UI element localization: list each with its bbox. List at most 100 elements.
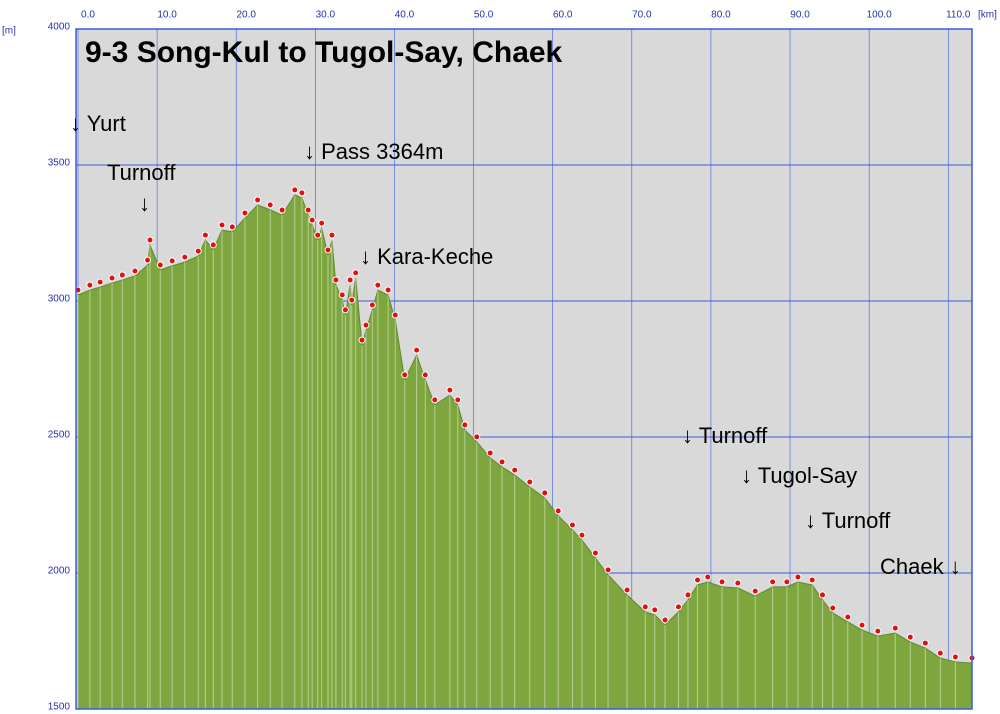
- waypoint-marker: [769, 578, 777, 586]
- x-tick-label: 110.0: [946, 10, 971, 21]
- waypoint-marker: [341, 306, 349, 314]
- waypoint-marker: [794, 573, 802, 581]
- waypoint-marker: [844, 613, 852, 621]
- annotation: ↓ Turnoff: [682, 423, 768, 448]
- annotation: Chaek ↓: [880, 554, 961, 579]
- waypoint-marker: [308, 216, 316, 224]
- waypoint-marker: [473, 433, 481, 441]
- waypoint-marker: [228, 223, 236, 231]
- waypoint-marker: [431, 396, 439, 404]
- waypoint-marker: [641, 603, 649, 611]
- waypoint-marker: [674, 603, 682, 611]
- waypoint-marker: [446, 386, 454, 394]
- waypoint-marker: [718, 578, 726, 586]
- waypoint-marker: [201, 231, 209, 239]
- waypoint-marker: [498, 458, 506, 466]
- waypoint-marker: [554, 507, 562, 515]
- waypoint-marker: [118, 271, 126, 279]
- waypoint-marker: [951, 653, 959, 661]
- waypoint-marker: [734, 579, 742, 587]
- waypoint-marker: [374, 281, 382, 289]
- x-tick-label: 90.0: [790, 10, 810, 21]
- waypoint-marker: [362, 321, 370, 329]
- waypoint-marker: [693, 576, 701, 584]
- waypoint-marker: [368, 301, 376, 309]
- waypoint-marker: [346, 276, 354, 284]
- waypoint-marker: [891, 624, 899, 632]
- waypoint-marker: [291, 186, 299, 194]
- waypoint-marker: [391, 311, 399, 319]
- waypoint-marker: [131, 267, 139, 275]
- waypoint-marker: [324, 246, 332, 254]
- waypoint-marker: [384, 286, 392, 294]
- waypoint-marker: [604, 566, 612, 574]
- waypoint-marker: [298, 189, 306, 197]
- annotation: ↓: [139, 191, 150, 216]
- waypoint-marker: [266, 201, 274, 209]
- waypoint-marker: [358, 336, 366, 344]
- x-tick-label: 10.0: [157, 10, 177, 21]
- waypoint-marker: [858, 621, 866, 629]
- waypoint-marker: [578, 531, 586, 539]
- waypoint-marker: [591, 549, 599, 557]
- x-tick-label: 80.0: [711, 10, 731, 21]
- waypoint-marker: [352, 269, 360, 277]
- waypoint-marker: [623, 586, 631, 594]
- waypoint-marker: [526, 478, 534, 486]
- waypoint-marker: [144, 256, 152, 264]
- waypoint-marker: [401, 371, 409, 379]
- waypoint-marker: [181, 253, 189, 261]
- waypoint-marker: [318, 219, 326, 227]
- waypoint-marker: [818, 591, 826, 599]
- y-tick-label: 2000: [48, 566, 71, 577]
- annotation: Turnoff: [107, 160, 176, 185]
- plot-border: [75, 28, 973, 710]
- waypoint-marker: [808, 576, 816, 584]
- waypoint-marker: [218, 221, 226, 229]
- y-tick-label: 3500: [48, 158, 71, 169]
- waypoint-marker: [86, 281, 94, 289]
- waypoint-marker: [421, 371, 429, 379]
- y-tick-label: 1500: [48, 702, 71, 713]
- waypoint-marker: [314, 231, 322, 239]
- waypoint-marker: [651, 606, 659, 614]
- waypoint-marker: [209, 241, 217, 249]
- waypoint-marker: [194, 247, 202, 255]
- y-unit-label: [m]: [2, 26, 16, 37]
- waypoint-marker: [541, 489, 549, 497]
- waypoint-marker: [241, 209, 249, 217]
- waypoint-marker: [461, 421, 469, 429]
- waypoint-marker: [568, 521, 576, 529]
- y-tick-label: 3000: [48, 294, 71, 305]
- waypoint-marker: [684, 591, 692, 599]
- waypoint-marker: [332, 276, 340, 284]
- waypoint-marker: [454, 396, 462, 404]
- waypoint-marker: [156, 261, 164, 269]
- annotation: ↓ Pass 3364m: [304, 139, 443, 164]
- waypoint-marker: [146, 236, 154, 244]
- waypoint-marker: [304, 206, 312, 214]
- waypoint-marker: [254, 196, 262, 204]
- annotation: ↓ Tugol-Say: [741, 463, 857, 488]
- waypoint-marker: [661, 616, 669, 624]
- x-tick-label: 20.0: [236, 10, 256, 21]
- x-tick-label: 70.0: [632, 10, 652, 21]
- waypoint-marker: [704, 573, 712, 581]
- x-tick-label: 60.0: [553, 10, 573, 21]
- x-tick-label: 50.0: [474, 10, 494, 21]
- waypoint-marker: [278, 206, 286, 214]
- x-tick-label: 0.0: [81, 10, 95, 21]
- waypoint-marker: [874, 627, 882, 635]
- x-unit-label: [km]: [978, 10, 997, 21]
- waypoint-marker: [328, 231, 336, 239]
- waypoint-marker: [338, 291, 346, 299]
- annotation: ↓ Yurt: [70, 111, 126, 136]
- waypoint-marker: [511, 466, 519, 474]
- waypoint-marker: [348, 296, 356, 304]
- chart-title: 9-3 Song-Kul to Tugol-Say, Chaek: [85, 36, 563, 69]
- waypoint-marker: [168, 257, 176, 265]
- waypoint-marker: [921, 639, 929, 647]
- x-tick-label: 40.0: [395, 10, 415, 21]
- waypoint-marker: [486, 449, 494, 457]
